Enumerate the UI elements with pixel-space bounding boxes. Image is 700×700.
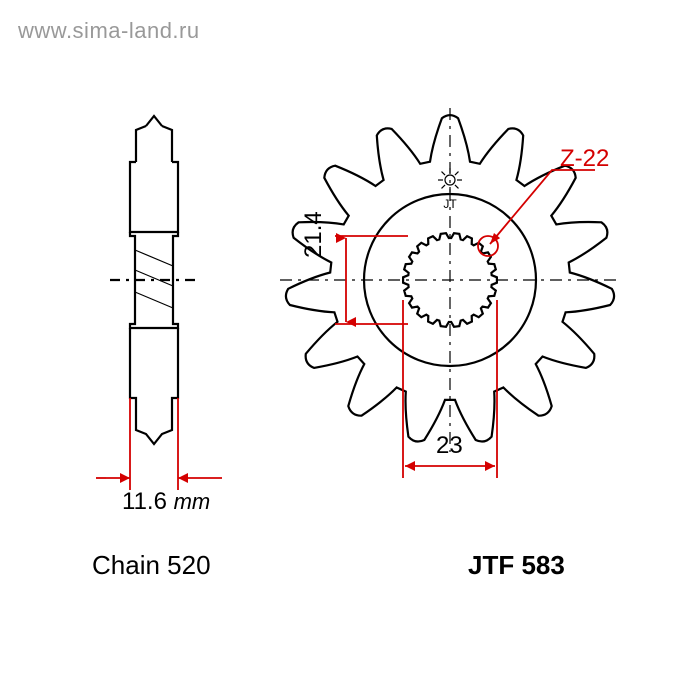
spline-label: Z-22 <box>560 145 609 173</box>
part-label: JTF 583 <box>468 550 565 581</box>
dim-side-unit: mm <box>174 489 211 514</box>
leader-spline <box>478 170 595 256</box>
chain-label: Chain 520 <box>92 550 211 581</box>
dim-side-width <box>96 398 222 490</box>
dim-side-width-text: 11.6 <box>122 488 167 515</box>
side-view <box>110 116 198 444</box>
page-root: www.sima-land.ru <box>0 0 700 700</box>
technical-drawing: JT <box>0 0 700 700</box>
dim-bore-text: 21.4 <box>300 211 328 258</box>
dim-pcd-text: 23 <box>436 432 463 460</box>
